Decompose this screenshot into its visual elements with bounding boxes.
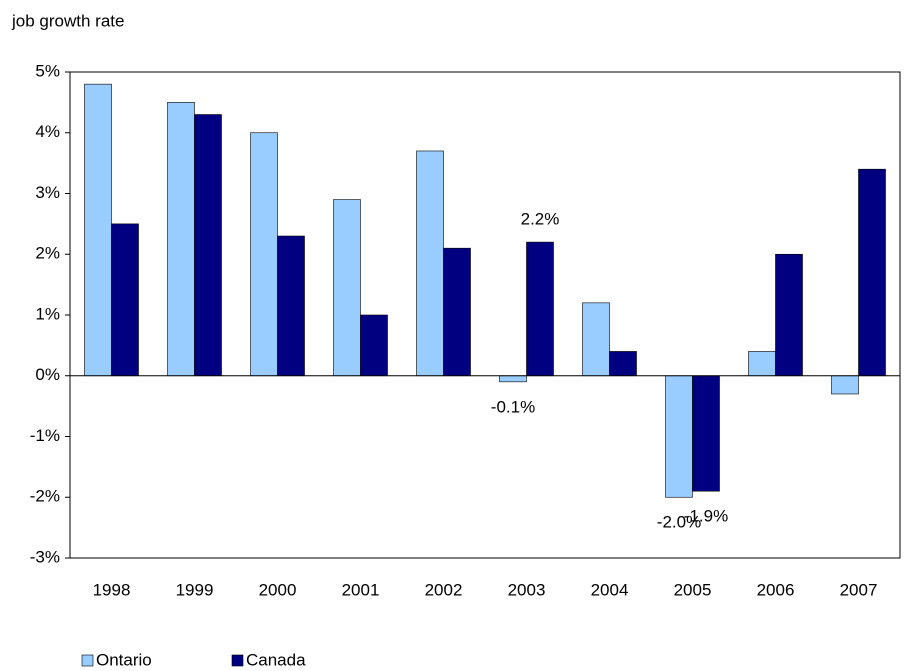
y-tick-label: 0% xyxy=(35,365,60,384)
bar xyxy=(167,102,195,377)
y-tick-label: 1% xyxy=(35,304,60,323)
y-axis-label: job growth rate xyxy=(11,11,124,30)
bar xyxy=(360,314,388,377)
legend-swatch xyxy=(231,654,244,667)
bar xyxy=(831,375,859,395)
bar xyxy=(748,351,776,377)
bar xyxy=(692,375,720,492)
bar xyxy=(775,253,803,377)
bar xyxy=(609,351,637,377)
x-tick-label: 2005 xyxy=(674,580,712,599)
data-label: -2.0% xyxy=(657,513,701,532)
x-tick-label: 1999 xyxy=(176,580,214,599)
x-tick-label: 1998 xyxy=(93,580,131,599)
bar xyxy=(333,199,361,377)
bar xyxy=(665,375,693,498)
y-tick-label: -2% xyxy=(30,487,60,506)
bar xyxy=(84,83,112,377)
data-label: -0.1% xyxy=(491,397,535,416)
bar xyxy=(858,168,886,377)
legend-label: Canada xyxy=(246,650,306,669)
x-tick-label: 2003 xyxy=(508,580,546,599)
bar xyxy=(194,114,222,377)
y-tick-label: 5% xyxy=(35,61,60,80)
y-tick-label: -1% xyxy=(30,426,60,445)
x-tick-label: 2000 xyxy=(259,580,297,599)
y-tick-label: 4% xyxy=(35,122,60,141)
y-tick-label: 2% xyxy=(35,244,60,263)
x-tick-label: 2002 xyxy=(425,580,463,599)
legend-swatch xyxy=(81,654,94,667)
x-tick-label: 2006 xyxy=(757,580,795,599)
bar xyxy=(250,132,278,377)
y-tick-label: -3% xyxy=(30,547,60,566)
y-tick-label: 3% xyxy=(35,183,60,202)
bar xyxy=(526,241,554,377)
x-tick-label: 2004 xyxy=(591,580,629,599)
x-tick-label: 2001 xyxy=(342,580,380,599)
bar xyxy=(499,375,527,383)
bar xyxy=(416,150,444,377)
bar xyxy=(277,235,305,377)
bar xyxy=(582,302,610,377)
x-tick-label: 2007 xyxy=(840,580,878,599)
data-label: -1.9% xyxy=(684,507,728,526)
bar xyxy=(443,247,471,377)
bar xyxy=(111,223,139,377)
data-label: 2.2% xyxy=(521,210,560,229)
legend-label: Ontario xyxy=(96,650,152,669)
